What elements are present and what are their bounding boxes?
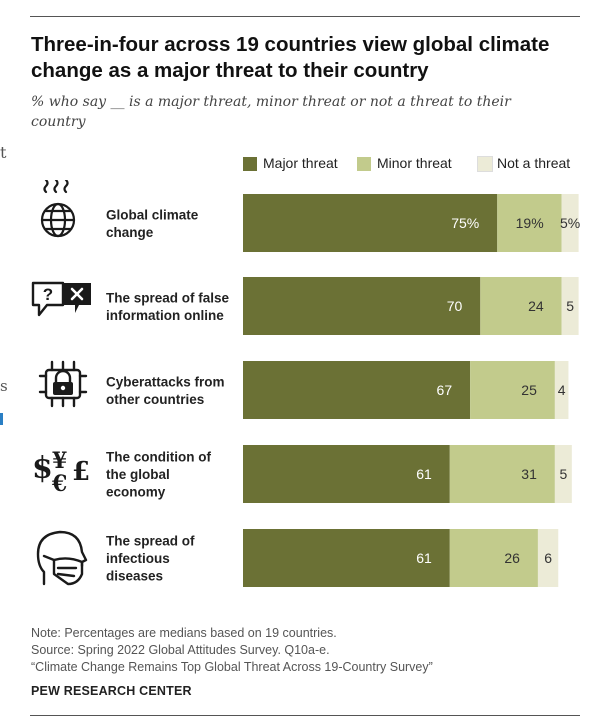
svg-text:€: €	[51, 471, 67, 494]
data-label: 6	[544, 550, 552, 566]
bar-segment-major	[243, 361, 471, 419]
false-information-icon: ?	[31, 281, 91, 317]
category-label: The spread of infectious diseases	[106, 534, 195, 584]
svg-text:$: $	[32, 451, 53, 486]
bar-segment-not	[537, 529, 559, 587]
data-label: 24	[528, 298, 544, 314]
bar-segment-not	[561, 277, 579, 335]
data-label: 70	[447, 298, 463, 314]
svg-text:¥: ¥	[52, 448, 67, 474]
stacked-bar-chart: 75% 19% 5% Global climate change 70 24 5 The spr…	[106, 194, 580, 587]
data-label: 5	[566, 298, 574, 314]
data-label: 61	[416, 550, 432, 566]
bottom-rule	[30, 715, 580, 716]
organization-name: PEW RESEARCH CENTER	[31, 684, 192, 698]
svg-text:?: ?	[43, 285, 53, 304]
legend-swatch-not	[477, 156, 493, 172]
bar-segment-major	[243, 194, 498, 252]
chart-notes: Note: Percentages are medians based on 1…	[31, 625, 433, 676]
data-label: 67	[437, 382, 453, 398]
chart-title: Three-in-four across 19 countries view g…	[31, 33, 550, 82]
data-label: 5	[559, 466, 567, 482]
bar-segment-not	[561, 194, 579, 252]
currency-icon: $ ¥ € £	[32, 448, 90, 494]
report-title-line: “Climate Change Remains Top Global Threa…	[31, 660, 433, 674]
bar-segment-minor	[449, 529, 538, 587]
legend-label-not: Not a threat	[497, 155, 571, 171]
bar-segment-minor	[480, 277, 562, 335]
data-label: 19%	[516, 215, 544, 231]
bar-segment-minor	[497, 194, 562, 252]
svg-text:£: £	[72, 457, 90, 487]
bar-segment-major	[243, 277, 481, 335]
legend-label-minor: Minor threat	[377, 155, 452, 171]
bar-segment-minor	[470, 361, 555, 419]
bar-segment-not	[554, 361, 569, 419]
cyberattack-lock-icon	[38, 360, 88, 408]
data-label: 26	[504, 550, 520, 566]
source-line: Source: Spring 2022 Global Attitudes Sur…	[31, 643, 330, 657]
note-line: Note: Percentages are medians based on 1…	[31, 626, 337, 640]
data-label: 4	[558, 382, 566, 398]
bar-segment-major	[243, 529, 450, 587]
legend: Major threat Minor threat Not a threat	[0, 154, 616, 176]
data-label: 61	[416, 466, 432, 482]
globe-heat-icon	[40, 180, 76, 238]
left-edge-fragment-mid: s	[0, 377, 8, 395]
category-label: Cyberattacks from other countries	[106, 374, 225, 407]
top-rule	[30, 16, 580, 17]
data-label: 31	[521, 466, 537, 482]
bar-segment-major	[243, 445, 450, 503]
chart-subtitle: % who say __ is a major threat, minor th…	[31, 94, 511, 130]
bar-segment-minor	[449, 445, 555, 503]
legend-swatch-major	[243, 157, 257, 171]
left-edge-link-mark	[0, 413, 3, 425]
legend-label-major: Major threat	[263, 155, 338, 171]
bar-segment-not	[554, 445, 572, 503]
category-label: The condition of the global economy	[106, 450, 211, 500]
category-label: Global climate change	[106, 207, 199, 240]
mask-icon	[36, 530, 88, 586]
data-label: 25	[521, 382, 537, 398]
left-edge-fragment-top: t	[0, 143, 7, 162]
legend-swatch-minor	[357, 157, 371, 171]
data-label: 75%	[451, 215, 479, 231]
category-label: The spread of false information online	[106, 290, 230, 323]
data-label: 5%	[560, 215, 580, 231]
